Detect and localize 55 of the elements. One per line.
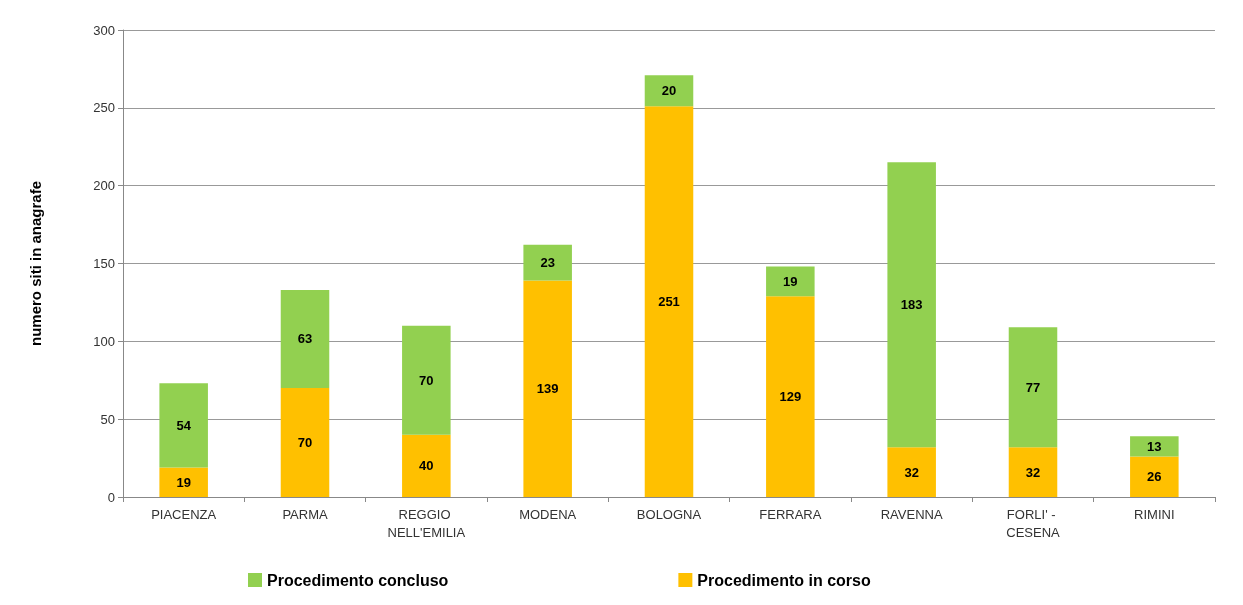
bar [402,434,451,497]
bar [159,383,208,468]
data-label: 139 [536,381,559,397]
bar [644,106,694,497]
data-label: 129 [779,389,802,405]
y-tick-label: 250 [93,100,115,116]
y-axis-title: numero siti in anagrafe [27,180,44,347]
data-label: 251 [658,294,680,310]
data-label: 19 [783,273,798,289]
data-label: 19 [176,474,191,490]
x-tick-label: PIACENZA [151,506,217,522]
data-label: 23 [540,255,555,271]
legend-label: Procedimento concluso [267,571,449,589]
y-tick-label: 50 [100,411,115,427]
bar [887,162,936,448]
y-tick-label: 100 [93,333,115,349]
data-label: 183 [900,297,923,313]
y-tick-label: 0 [107,489,115,505]
data-label: 63 [297,331,313,347]
bar [1130,436,1179,457]
data-label: 77 [1025,379,1041,395]
x-tick-label: BOLOGNA [636,506,702,522]
x-tick-label: REGGIO NELL'EMILIA [387,506,466,540]
x-tick-label: PARMA [282,506,328,522]
x-tick-label: FERRARA [759,506,822,522]
legend-label: Procedimento in corso [697,571,871,589]
data-label: 70 [419,372,434,388]
bar [523,244,572,281]
x-tick-label: FORLI' - CESENA [1006,506,1061,540]
y-tick-label: 300 [93,22,115,38]
data-label: 20 [661,83,677,99]
y-tick-label: 150 [93,256,115,271]
data-label: 32 [1025,464,1041,480]
data-label: 32 [904,464,919,480]
x-tick-label: RAVENNA [880,506,943,522]
bar [766,296,815,497]
bar [280,388,330,497]
y-tick-label: 200 [93,178,115,194]
data-label: 70 [297,435,313,451]
data-label: 54 [176,417,192,433]
x-tick-label: MODENA [519,506,577,522]
bar [644,75,694,107]
bar [402,325,451,435]
bar [523,280,572,497]
bar [159,467,208,497]
bar [887,447,936,497]
bar [1008,447,1058,497]
data-label: 40 [419,458,434,474]
data-label: 13 [1147,438,1162,454]
bar [766,266,815,297]
bar [280,289,330,389]
x-tick-label: RIMINI [1134,506,1175,522]
bar [1130,456,1179,497]
bar [1008,327,1058,448]
data-label: 26 [1147,469,1162,485]
